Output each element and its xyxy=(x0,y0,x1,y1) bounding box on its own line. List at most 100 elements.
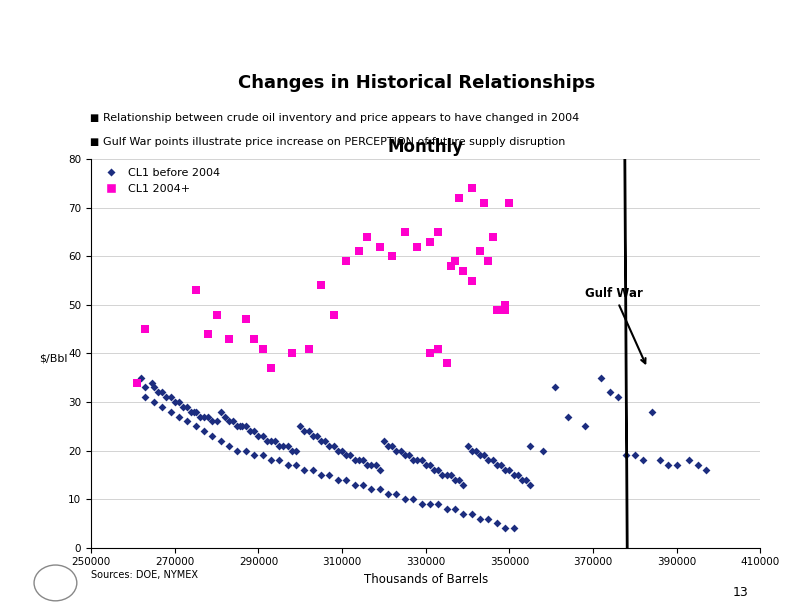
Text: Relationship between crude oil inventory and price appears to have changed in 20: Relationship between crude oil inventory… xyxy=(103,113,579,122)
Point xyxy=(386,441,398,450)
Point xyxy=(310,431,323,441)
Point xyxy=(189,285,202,295)
Point xyxy=(683,455,695,465)
Point xyxy=(352,455,365,465)
Point xyxy=(223,441,235,450)
Point xyxy=(595,373,607,382)
Point xyxy=(578,422,591,431)
Point xyxy=(202,412,215,422)
Point xyxy=(474,450,486,460)
Point xyxy=(424,349,436,359)
Point xyxy=(198,426,211,436)
Point xyxy=(173,412,185,422)
Point xyxy=(390,446,403,455)
Legend: CL1 before 2004, CL1 2004+: CL1 before 2004, CL1 2004+ xyxy=(97,165,223,197)
Point xyxy=(215,436,227,446)
Point xyxy=(503,198,516,207)
Point xyxy=(562,412,574,422)
Point xyxy=(187,407,200,417)
Point xyxy=(139,324,152,334)
Point xyxy=(189,422,202,431)
Point xyxy=(536,446,549,455)
Point xyxy=(424,237,436,247)
Point xyxy=(314,280,327,290)
Point xyxy=(156,402,169,412)
Point xyxy=(173,397,185,407)
Point xyxy=(257,431,269,441)
Point xyxy=(261,436,273,446)
Text: $/Bbl: $/Bbl xyxy=(40,353,68,363)
Point xyxy=(524,480,537,490)
Point xyxy=(549,382,562,392)
Point xyxy=(348,480,361,490)
Point xyxy=(303,426,315,436)
Point xyxy=(181,402,193,412)
Point xyxy=(327,441,340,450)
Point xyxy=(147,382,160,392)
Point xyxy=(231,422,244,431)
Text: Gulf War points illustrate price increase on PERCEPTION of future supply disrupt: Gulf War points illustrate price increas… xyxy=(103,137,565,147)
Point xyxy=(332,446,345,455)
Point xyxy=(361,460,374,470)
Text: Gulf War: Gulf War xyxy=(585,287,645,364)
Point xyxy=(303,344,315,354)
Point xyxy=(482,513,495,523)
Point xyxy=(490,305,503,315)
Point xyxy=(156,387,169,397)
X-axis label: Thousands of Barrels: Thousands of Barrels xyxy=(364,573,488,586)
Point xyxy=(239,315,252,324)
Point xyxy=(466,509,478,518)
Point xyxy=(402,450,415,460)
Title: Monthly: Monthly xyxy=(388,138,463,156)
Text: ■: ■ xyxy=(89,113,98,122)
Point xyxy=(327,310,340,319)
Point xyxy=(407,455,420,465)
Point xyxy=(499,465,512,475)
Point xyxy=(629,450,642,460)
Point xyxy=(210,417,223,427)
Point xyxy=(290,460,303,470)
Point xyxy=(670,460,683,470)
Point xyxy=(524,441,537,450)
Point xyxy=(411,455,424,465)
Point xyxy=(185,407,198,417)
Point xyxy=(307,465,319,475)
Text: 13: 13 xyxy=(733,586,748,599)
Point xyxy=(645,407,658,417)
Point xyxy=(440,504,453,514)
Point xyxy=(286,349,299,359)
Point xyxy=(448,256,461,266)
Point xyxy=(382,441,394,450)
Point xyxy=(146,378,158,387)
Point xyxy=(620,450,633,460)
Point xyxy=(394,446,407,455)
Point xyxy=(319,436,332,446)
Point xyxy=(298,426,310,436)
Point xyxy=(499,305,512,315)
Point xyxy=(135,373,147,382)
Point xyxy=(365,485,378,494)
Point xyxy=(474,513,486,523)
Point xyxy=(411,242,424,252)
Point xyxy=(490,518,503,528)
Text: Changes in Historical Relationships: Changes in Historical Relationships xyxy=(238,73,595,92)
Point xyxy=(139,382,152,392)
Point xyxy=(386,252,398,261)
Point xyxy=(323,470,336,480)
Point xyxy=(277,441,290,450)
Point xyxy=(290,446,303,455)
Text: Sources: DOE, NYMEX: Sources: DOE, NYMEX xyxy=(91,570,198,580)
Point xyxy=(244,426,257,436)
Point xyxy=(440,470,453,480)
Point xyxy=(507,470,520,480)
Point xyxy=(340,450,352,460)
Point xyxy=(604,387,616,397)
Point xyxy=(231,446,244,455)
Point xyxy=(653,455,666,465)
Point xyxy=(507,523,520,533)
Point xyxy=(415,455,428,465)
Point xyxy=(457,266,470,276)
Point xyxy=(181,417,193,427)
Point xyxy=(448,504,461,514)
Point xyxy=(373,242,386,252)
